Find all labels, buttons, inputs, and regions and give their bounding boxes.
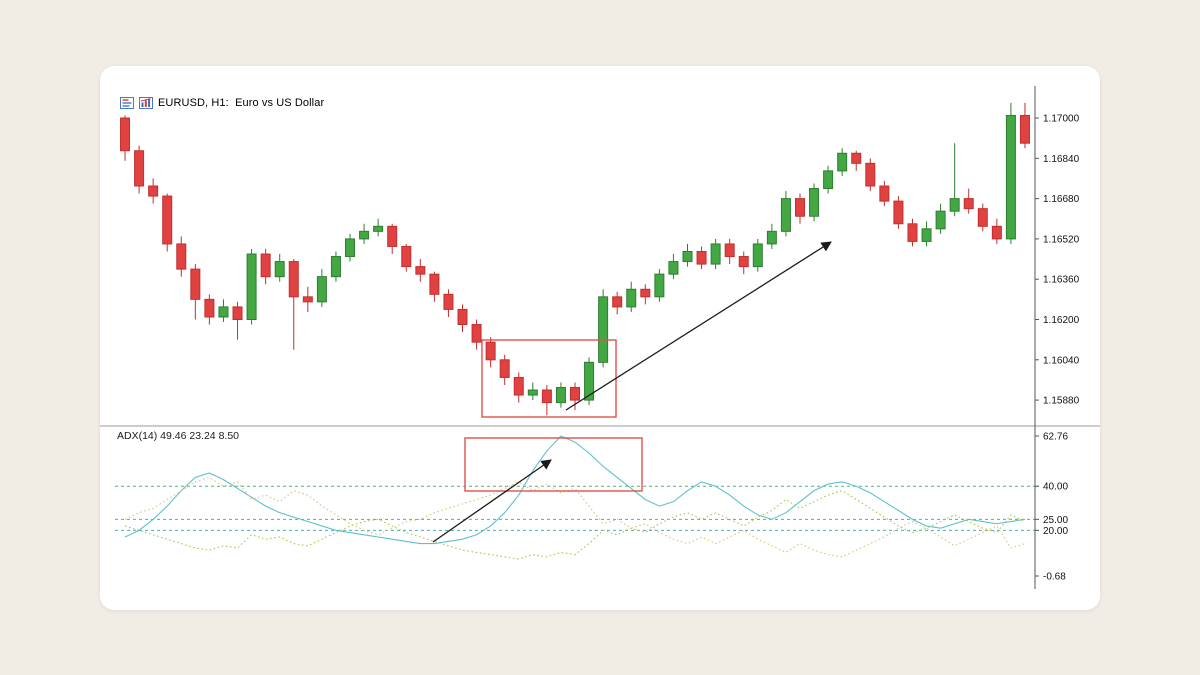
candle-body: [696, 250, 707, 265]
candle-body: [162, 195, 173, 245]
price-tick-label: 1.16040: [1043, 355, 1080, 366]
adx-tick-label: 40.00: [1043, 482, 1068, 493]
candle-body: [977, 208, 988, 227]
price-tick-label: 1.17000: [1043, 114, 1080, 125]
candle-body: [204, 298, 215, 318]
candle-body: [134, 150, 145, 187]
candle-body: [373, 225, 384, 232]
adx-tick-label: -0.68: [1043, 572, 1066, 583]
candle-body: [907, 223, 918, 242]
chart-header: EURUSD, H1: Euro vs US Dollar: [120, 95, 324, 111]
candle-body: [654, 273, 665, 298]
candle-body: [218, 306, 229, 318]
candle-body: [457, 308, 468, 326]
candle-body: [935, 210, 946, 230]
candle-body: [865, 162, 876, 187]
chart-mode-icon[interactable]: [139, 97, 153, 109]
candle-body: [387, 225, 398, 247]
candle-body: [190, 268, 201, 300]
indicator-label: ADX(14) 49.46 23.24 8.50: [117, 430, 240, 442]
candle-body: [330, 256, 341, 278]
candle-body: [246, 253, 257, 320]
candle-body: [879, 185, 890, 202]
candle-body: [991, 225, 1002, 240]
candle-body: [752, 243, 763, 268]
candle-body: [738, 256, 749, 268]
candle-body: [1005, 114, 1016, 240]
candle-body: [555, 387, 566, 404]
candle-body: [232, 306, 243, 320]
candle-body: [794, 198, 805, 217]
candle-body: [963, 198, 974, 210]
candle-body: [274, 261, 285, 278]
candle-body: [148, 185, 159, 197]
candle-body: [1019, 114, 1030, 144]
candle-body: [570, 387, 580, 401]
candle-body: [345, 238, 356, 258]
candle-body: [513, 376, 524, 396]
price-tick-label: 1.16840: [1043, 154, 1080, 165]
chart-title: EURUSD, H1: Euro vs US Dollar: [158, 97, 325, 109]
candle-body: [471, 324, 482, 343]
adx-series-lines: [124, 435, 1026, 560]
price-axis-labels: 1.17000 1.16840 1.16680 1.16520 1.16360 1.162…: [1035, 114, 1080, 407]
annotations: [432, 241, 832, 543]
candle-body: [584, 361, 595, 401]
price-tick-label: 1.16680: [1043, 194, 1080, 205]
candle-body: [260, 253, 271, 278]
chart-canvas[interactable]: 1.17000 1.16840 1.16680 1.16520 1.16360 1.162…: [100, 66, 1100, 611]
candle-body: [598, 296, 609, 363]
candle-body: [429, 273, 440, 295]
adx-peak-box: [464, 437, 643, 492]
candle-body: [288, 261, 299, 298]
candle-body: [612, 296, 623, 308]
adx-line-ADX: [124, 435, 1026, 545]
price-lows-box: [481, 339, 617, 418]
candle-body: [724, 243, 735, 258]
adx-level-lines: [115, 485, 1035, 531]
price-tick-label: 1.16520: [1043, 234, 1080, 245]
candle-body: [176, 243, 187, 270]
price-uptrend-arrow: [565, 241, 832, 411]
candle-body: [527, 389, 538, 396]
candle-body: [893, 200, 904, 225]
candle-body: [485, 341, 496, 361]
candle-body: [401, 245, 412, 268]
adx-line-plusDI: [124, 490, 1026, 560]
candle-body: [316, 276, 327, 303]
candle-body: [668, 261, 679, 275]
candle-body: [710, 243, 721, 265]
candle-body: [780, 198, 791, 232]
candle-body: [921, 228, 932, 242]
price-tick-label: 1.15880: [1043, 396, 1080, 407]
adx-tick-label: 25.00: [1043, 515, 1068, 526]
candle-body: [851, 152, 862, 164]
candle-body: [499, 359, 510, 378]
quotes-grid-icon[interactable]: [120, 97, 134, 109]
candle-body: [766, 230, 777, 245]
candle-body: [626, 288, 637, 308]
adx-tick-label: 62.76: [1043, 432, 1068, 443]
candle-body: [443, 293, 454, 310]
candle-body: [682, 250, 693, 263]
price-tick-label: 1.16200: [1043, 315, 1080, 326]
candle-body: [640, 288, 651, 298]
candle-body: [120, 117, 131, 152]
candle-body: [823, 170, 834, 190]
candle-body: [359, 230, 370, 240]
candle-body: [415, 266, 426, 275]
candle-body: [809, 188, 820, 217]
candle-body: [541, 389, 552, 404]
adx-tick-label: 20.00: [1043, 526, 1068, 537]
adx-rise-arrow: [432, 459, 552, 543]
chart-window: EURUSD, H1: Euro vs US Dollar ADX(14) 49…: [100, 66, 1100, 610]
price-tick-label: 1.16360: [1043, 275, 1080, 286]
candle-body: [302, 296, 313, 303]
candle-body: [837, 152, 848, 172]
candle-body: [949, 198, 960, 212]
candles: [120, 102, 1030, 416]
adx-line-minusDI: [124, 476, 1026, 558]
